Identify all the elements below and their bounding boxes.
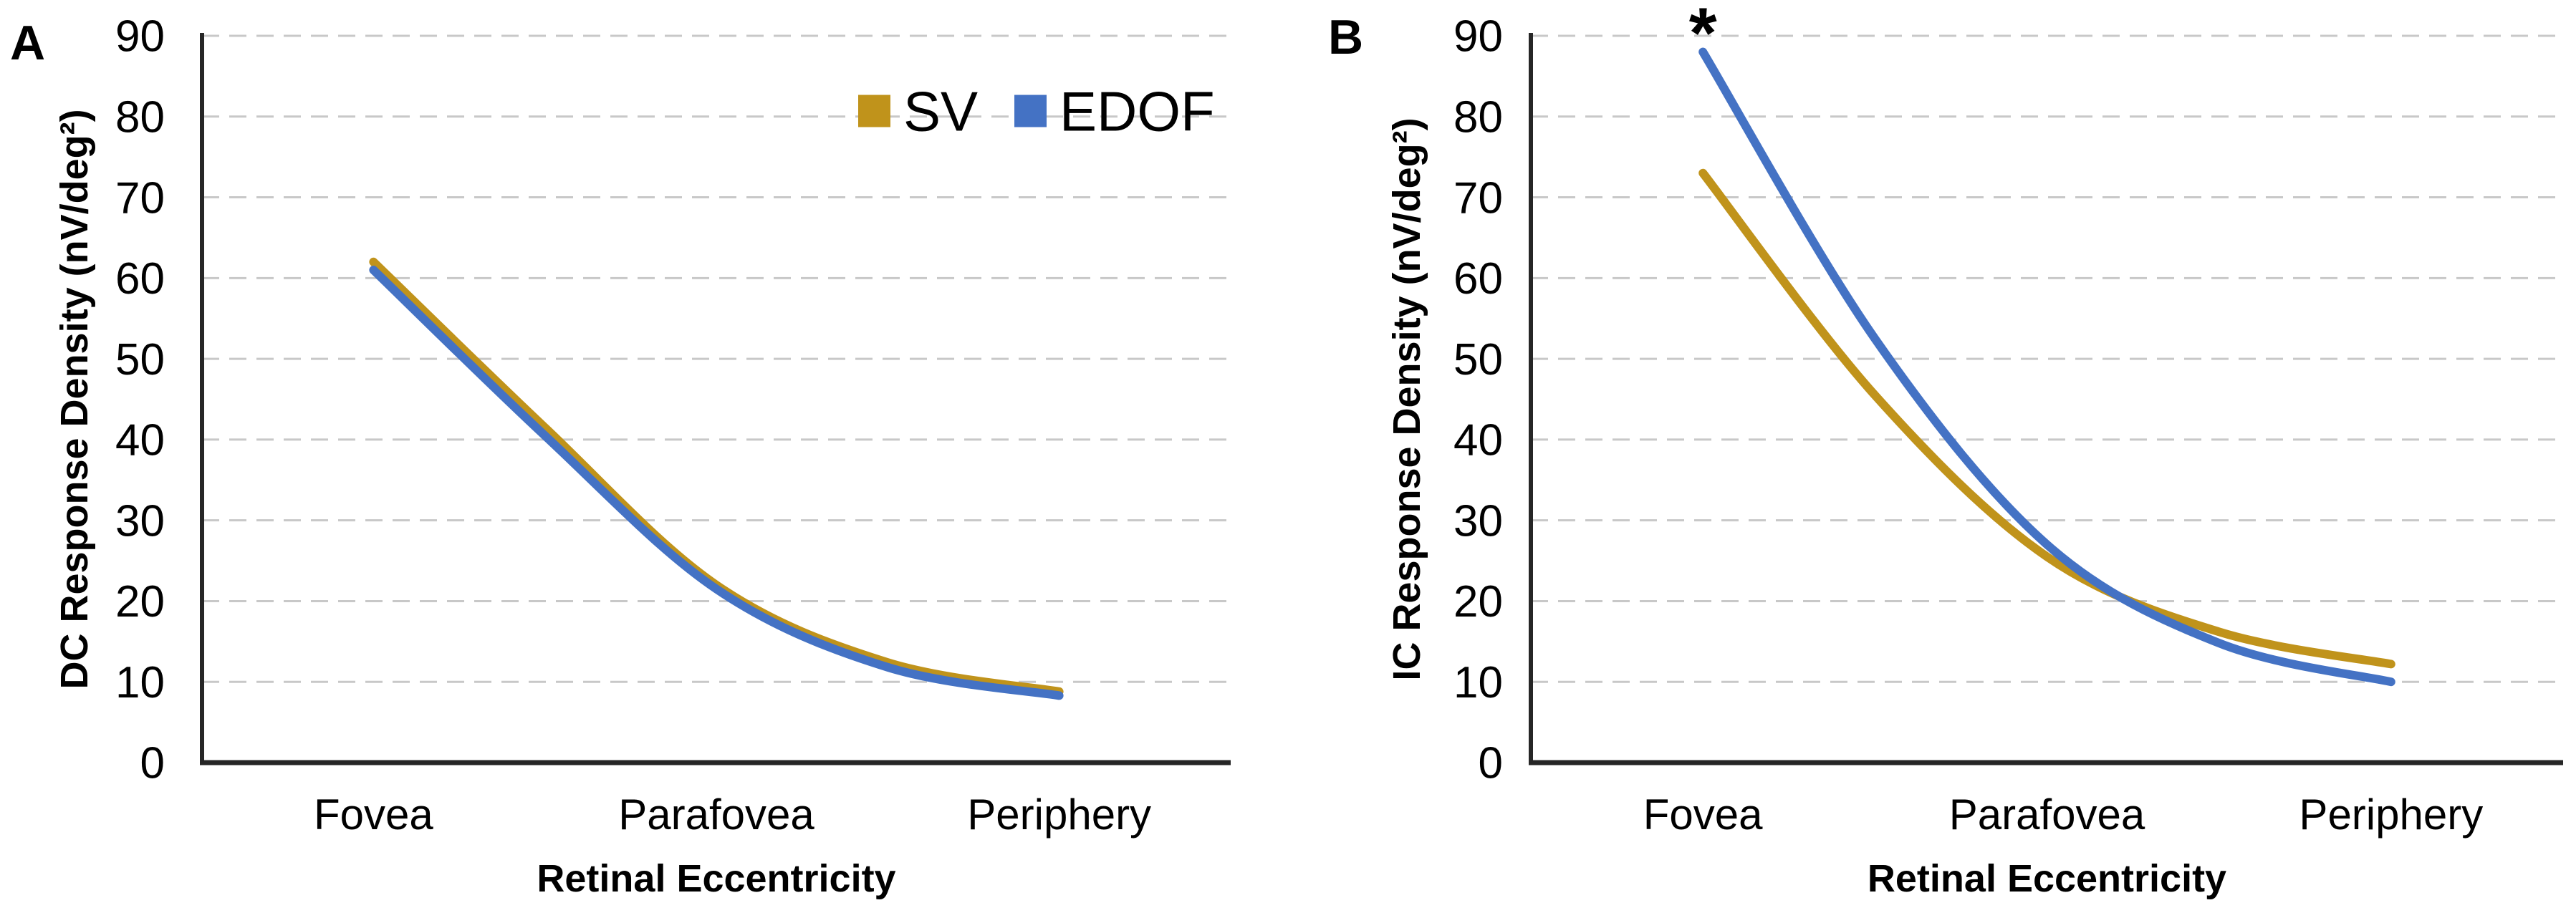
legend-swatch-sv <box>858 95 890 127</box>
panel-b-letter: B <box>1328 10 1364 64</box>
series-line-edof <box>1698 47 2395 687</box>
chart-a: 0 10 20 30 40 50 60 70 80 90 Fovea Parafovea Periphe… <box>53 12 1231 900</box>
x-axis-title: Retinal Eccentricity <box>537 857 895 900</box>
chart-b: 0 10 20 30 40 50 60 70 80 90 Fovea Parafovea Periphe… <box>1385 0 2563 900</box>
y-tick-label: 80 <box>115 92 165 142</box>
y-tick-label: 50 <box>115 335 165 385</box>
x-category-label: Periphery <box>2299 791 2483 839</box>
y-axis-title: IC Response Density (nV/deg²) <box>1385 117 1428 680</box>
series-line-sv <box>369 257 1064 696</box>
y-tick-label: 0 <box>140 739 165 788</box>
panel-b: B 0 10 20 30 40 50 60 70 80 90 Fovea Parafovea Perip… <box>1288 0 2576 918</box>
x-category-label: Parafovea <box>1949 791 2145 839</box>
panel-a: A 0 10 20 30 40 50 60 70 80 90 Fovea Parafovea Perip… <box>10 12 1231 900</box>
y-tick-label: 40 <box>1453 416 1503 465</box>
x-category-label: Fovea <box>1643 791 1763 839</box>
y-tick-label: 90 <box>1453 12 1503 62</box>
panel-a-letter: A <box>10 16 46 70</box>
y-tick-label: 0 <box>1479 739 1503 788</box>
significance-asterisk: * <box>1689 0 1717 74</box>
y-tick-label: 70 <box>1453 173 1503 223</box>
y-tick-label: 70 <box>115 173 165 223</box>
x-category-label: Periphery <box>967 791 1151 839</box>
y-tick-label: 30 <box>1453 496 1503 546</box>
y-tick-label: 60 <box>115 254 165 304</box>
y-tick-label: 20 <box>115 577 165 627</box>
y-tick-label: 20 <box>1453 577 1503 627</box>
legend-swatch-edof <box>1014 95 1047 127</box>
y-tick-label: 60 <box>1453 254 1503 304</box>
x-axis-title: Retinal Eccentricity <box>1868 857 2226 900</box>
y-tick-label: 90 <box>115 12 165 62</box>
x-category-label: Fovea <box>314 791 433 839</box>
y-tick-label: 40 <box>115 416 165 465</box>
y-axis-title: DC Response Density (nV/deg²) <box>53 109 96 689</box>
y-tick-label: 80 <box>1453 92 1503 142</box>
y-tick-label: 10 <box>115 658 165 707</box>
y-tick-label: 10 <box>1453 658 1503 707</box>
y-tick-label: 50 <box>1453 335 1503 385</box>
x-category-label: Parafovea <box>618 791 814 839</box>
y-tick-label: 30 <box>115 496 165 546</box>
series-line-edof <box>369 266 1064 700</box>
legend-label-sv: SV <box>903 79 978 142</box>
series-line-sv <box>1698 168 2395 669</box>
legend-label-edof: EDOF <box>1059 79 1215 142</box>
